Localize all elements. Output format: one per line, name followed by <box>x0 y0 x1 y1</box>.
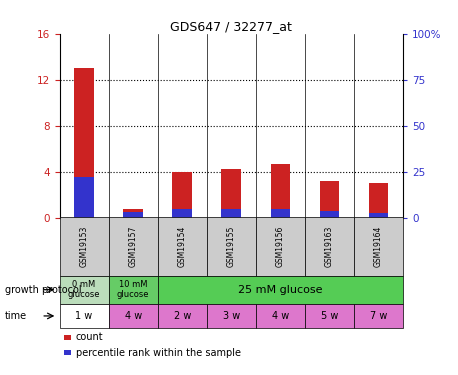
Bar <box>222 210 241 218</box>
Text: GSM19153: GSM19153 <box>80 226 88 267</box>
Text: 1 w: 1 w <box>76 311 93 321</box>
Bar <box>369 183 388 218</box>
Text: GSM19155: GSM19155 <box>227 226 236 267</box>
Text: 25 mM glucose: 25 mM glucose <box>238 285 322 295</box>
Text: count: count <box>76 333 103 342</box>
Bar <box>320 211 339 218</box>
Text: GSM19163: GSM19163 <box>325 226 334 267</box>
Bar <box>74 177 94 218</box>
Bar <box>271 210 290 218</box>
Bar <box>222 169 241 217</box>
Text: time: time <box>5 311 27 321</box>
Bar <box>123 212 143 217</box>
Text: GSM19157: GSM19157 <box>129 226 138 267</box>
Text: 4 w: 4 w <box>125 311 142 321</box>
Bar <box>74 68 94 218</box>
Text: 7 w: 7 w <box>370 311 387 321</box>
Title: GDS647 / 32277_at: GDS647 / 32277_at <box>170 20 292 33</box>
Text: GSM19164: GSM19164 <box>374 226 383 267</box>
Text: 0 mM
glucose: 0 mM glucose <box>68 280 100 299</box>
Text: 4 w: 4 w <box>272 311 289 321</box>
Bar <box>123 210 143 218</box>
Text: GSM19154: GSM19154 <box>178 226 187 267</box>
Text: percentile rank within the sample: percentile rank within the sample <box>76 348 240 357</box>
Text: growth protocol: growth protocol <box>5 285 81 295</box>
Text: GSM19156: GSM19156 <box>276 226 285 267</box>
Bar <box>369 213 388 217</box>
Text: 2 w: 2 w <box>174 311 191 321</box>
Text: 5 w: 5 w <box>321 311 338 321</box>
Text: 3 w: 3 w <box>223 311 240 321</box>
Bar <box>320 181 339 218</box>
Bar <box>271 164 290 218</box>
Bar <box>172 210 192 218</box>
Text: 10 mM
glucose: 10 mM glucose <box>117 280 149 299</box>
Bar <box>172 172 192 217</box>
